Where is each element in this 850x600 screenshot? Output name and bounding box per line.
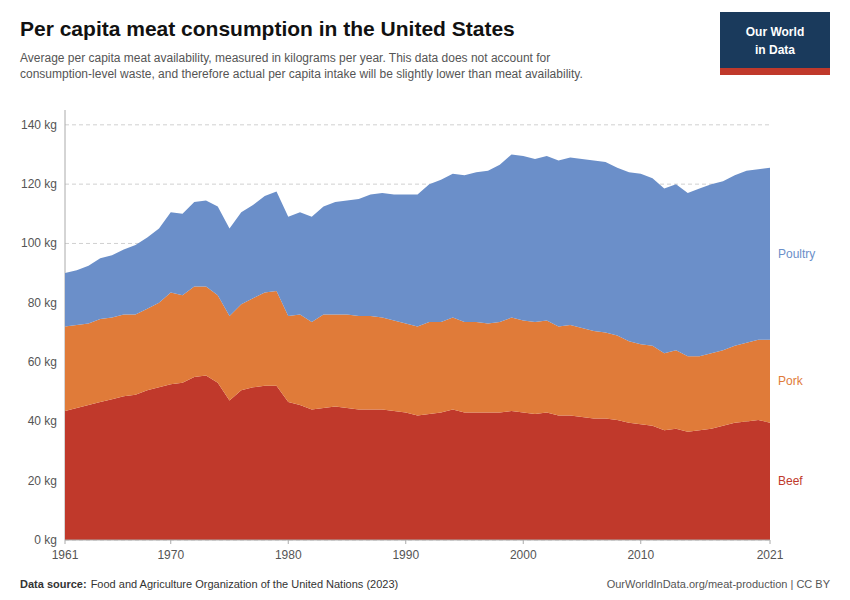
y-tick-label: 80 kg bbox=[28, 296, 57, 310]
x-tick-label: 2000 bbox=[510, 548, 537, 562]
x-tick-label: 2021 bbox=[757, 548, 784, 562]
y-tick-label: 0 kg bbox=[34, 533, 57, 547]
series-labels: Beef Pork Poultry bbox=[778, 247, 815, 489]
x-tick bbox=[523, 540, 524, 544]
source: Data source: Food and Agriculture Organiz… bbox=[20, 578, 398, 590]
x-tick-label: 1970 bbox=[157, 548, 184, 562]
logo-text: in Data bbox=[755, 43, 795, 57]
logo: Our World in Data bbox=[720, 12, 830, 75]
y-tick-label: 140 kg bbox=[21, 118, 57, 132]
logo-text: Our World bbox=[746, 25, 804, 39]
area bbox=[65, 154, 770, 356]
x-tick-label: 1980 bbox=[275, 548, 302, 562]
source-label: Data source: bbox=[20, 578, 87, 590]
x-tick bbox=[65, 540, 66, 544]
x-tick bbox=[640, 540, 641, 544]
x-tick-label: 1990 bbox=[392, 548, 419, 562]
title: Per capita meat consumption in the Unite… bbox=[20, 17, 515, 40]
grid-line bbox=[65, 184, 770, 185]
x-tick bbox=[770, 540, 771, 544]
y-axis: 0 kg 20 kg 40 kg 60 kg 80 kg 100 kg 120 kg 140 … bbox=[21, 110, 65, 547]
y-tick-label: 40 kg bbox=[28, 414, 57, 428]
subtitle: consumption-level waste, and therefore a… bbox=[20, 67, 583, 81]
url: OurWorldInData.org/meat-production | CC … bbox=[607, 578, 831, 590]
series-label: Pork bbox=[778, 374, 804, 388]
y-tick-label: 60 kg bbox=[28, 355, 57, 369]
chart: Per capita meat consumption in the Unite… bbox=[0, 0, 850, 600]
subtitle: Average per capita meat availability, me… bbox=[20, 51, 550, 65]
series-label: Beef bbox=[778, 474, 803, 488]
y-tick-label: 120 kg bbox=[21, 177, 57, 191]
logo-bar bbox=[720, 68, 830, 75]
x-tick bbox=[288, 540, 289, 544]
x-tick bbox=[405, 540, 406, 544]
source-text: Food and Agriculture Organization of the… bbox=[91, 578, 399, 590]
y-tick-label: 20 kg bbox=[28, 474, 57, 488]
grid-line bbox=[65, 124, 770, 125]
logo-box bbox=[720, 12, 830, 68]
grid bbox=[65, 125, 770, 540]
x-tick-label: 1961 bbox=[52, 548, 79, 562]
areas bbox=[65, 154, 770, 540]
series-label: Poultry bbox=[778, 247, 815, 261]
x-axis: 1961 1970 1980 1990 2000 2010 2021 bbox=[52, 540, 784, 562]
x-tick-label: 2010 bbox=[627, 548, 654, 562]
x-tick bbox=[170, 540, 171, 544]
y-tick-label: 100 kg bbox=[21, 236, 57, 250]
